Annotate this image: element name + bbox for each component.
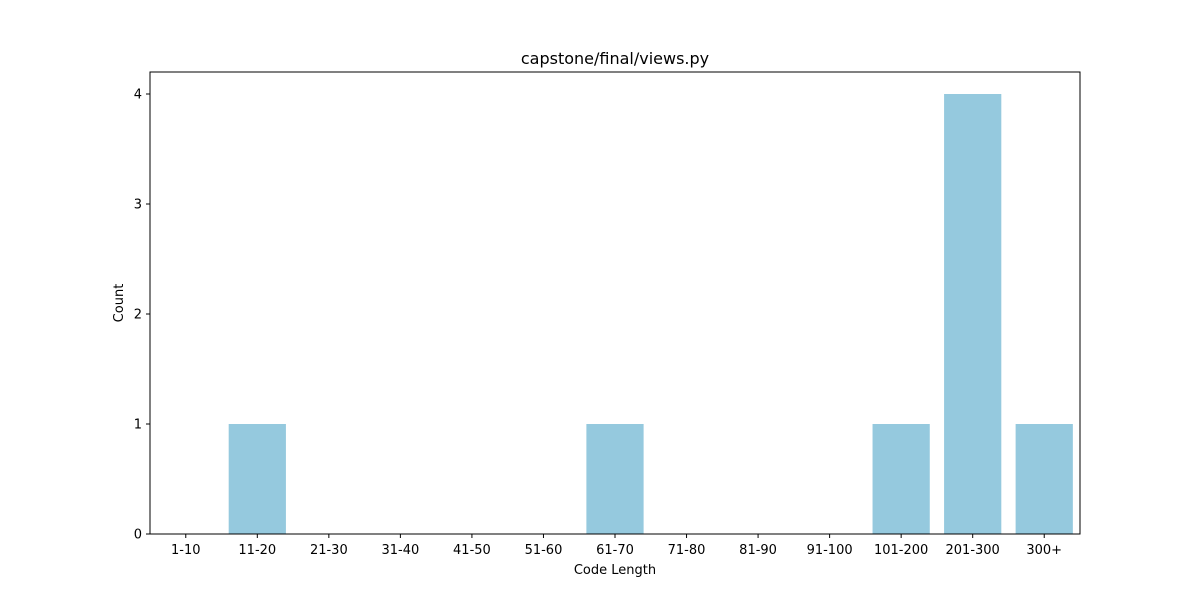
y-tick-label: 1 bbox=[134, 418, 142, 433]
y-tick-label: 2 bbox=[134, 308, 142, 323]
x-tick-label: 11-20 bbox=[238, 543, 276, 558]
y-tick-label: 4 bbox=[134, 88, 142, 103]
x-tick-label: 91-100 bbox=[807, 543, 853, 558]
x-tick-label: 300+ bbox=[1026, 543, 1062, 558]
chart-title: capstone/final/views.py bbox=[521, 49, 709, 68]
x-tick-label: 81-90 bbox=[739, 543, 777, 558]
x-tick-label: 201-300 bbox=[946, 543, 1000, 558]
y-axis: 0 1 2 3 4 bbox=[134, 88, 150, 543]
y-tick-label: 3 bbox=[134, 198, 142, 213]
y-axis-label: Count bbox=[112, 284, 127, 323]
bars bbox=[228, 94, 1073, 534]
x-tick-label: 51-60 bbox=[525, 543, 563, 558]
bar-61-70 bbox=[586, 424, 644, 534]
x-axis-label: Code Length bbox=[574, 563, 656, 578]
bar-300+ bbox=[1015, 424, 1073, 534]
bar-201-300 bbox=[944, 94, 1002, 534]
y-tick-label: 0 bbox=[134, 528, 142, 543]
x-tick-label: 1-10 bbox=[171, 543, 201, 558]
x-tick-label: 71-80 bbox=[668, 543, 706, 558]
x-tick-label: 31-40 bbox=[381, 543, 419, 558]
bar-11-20 bbox=[228, 424, 286, 534]
x-tick-label: 41-50 bbox=[453, 543, 491, 558]
x-axis: 1-10 11-20 21-30 31-40 41-50 51-60 61-70 71-80 8… bbox=[171, 534, 1062, 558]
x-tick-label: 21-30 bbox=[310, 543, 348, 558]
x-tick-label: 101-200 bbox=[874, 543, 928, 558]
bar-101-200 bbox=[872, 424, 930, 534]
x-tick-label: 61-70 bbox=[596, 543, 634, 558]
